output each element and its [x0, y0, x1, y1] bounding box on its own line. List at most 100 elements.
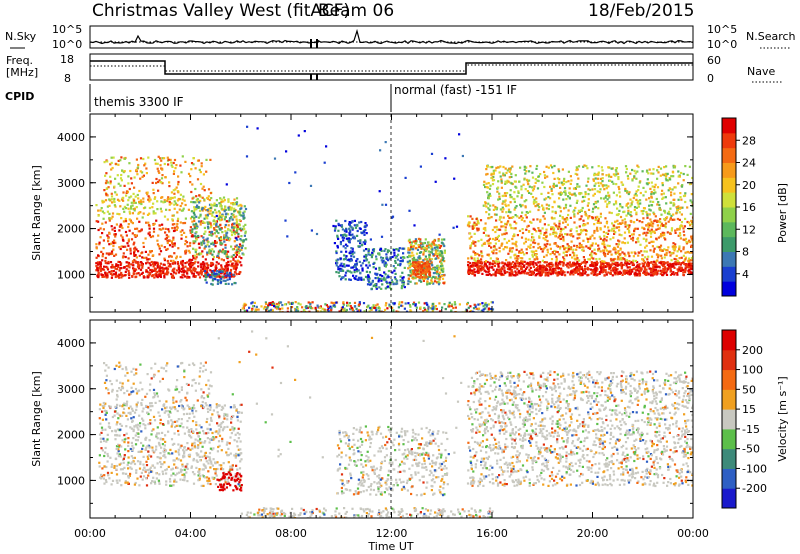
echo-point: [564, 274, 567, 277]
echo-point: [476, 262, 479, 266]
echo-point: [497, 186, 500, 189]
echo-point: [579, 228, 583, 232]
echo-point: [158, 265, 161, 268]
echo-point: [478, 254, 481, 257]
echo-point: [194, 260, 197, 263]
echo-point: [379, 277, 382, 280]
echo-point: [238, 255, 241, 258]
echo-point: [209, 222, 212, 225]
echo-point: [489, 204, 492, 207]
echo-point: [648, 204, 651, 207]
echo-point: [230, 275, 233, 278]
echo-point: [567, 213, 570, 217]
echo-point: [495, 268, 499, 271]
echo-point: [108, 252, 111, 255]
echo-point: [149, 198, 152, 201]
echo-point: [420, 266, 423, 269]
echo-point: [136, 227, 139, 230]
echo-point: [136, 166, 140, 169]
echo-point: [191, 272, 194, 275]
echo-point: [169, 265, 172, 268]
echo-point: [402, 282, 405, 285]
echo-point: [558, 205, 561, 208]
echo-point: [214, 274, 217, 277]
echo-point: [661, 270, 664, 273]
echo-point: [219, 281, 223, 284]
echo-point: [167, 163, 170, 166]
echo-point: [417, 265, 420, 268]
echo-point: [636, 237, 640, 240]
echo-point: [437, 257, 440, 260]
echo-point: [219, 205, 222, 208]
echo-point: [635, 190, 638, 193]
echo-point: [349, 225, 352, 228]
echo-point: [624, 222, 627, 225]
echo-point: [497, 239, 500, 242]
echo-point: [607, 173, 611, 176]
echo-point: [568, 191, 571, 194]
echo-point: [617, 177, 620, 181]
echo-point: [108, 243, 111, 246]
echo-point: [657, 165, 660, 168]
echo-point: [496, 228, 499, 231]
echo-point: [507, 204, 510, 207]
echo-point: [545, 245, 548, 248]
echo-point: [486, 268, 490, 271]
echo-point: [612, 229, 615, 233]
echo-point: [564, 192, 567, 195]
echo-point: [237, 248, 240, 251]
echo-point: [473, 257, 476, 260]
echo-point: [122, 252, 125, 255]
echo-point: [395, 248, 398, 251]
echo-point: [535, 164, 539, 168]
echo-point: [650, 224, 653, 227]
echo-point: [158, 224, 161, 227]
echo-point: [645, 234, 648, 237]
echo-point: [507, 208, 511, 211]
echo-point: [106, 262, 109, 265]
echo-point: [226, 257, 229, 260]
echo-point: [689, 212, 692, 215]
echo-point: [356, 278, 359, 281]
echo-point: [181, 276, 184, 279]
echo-point: [589, 264, 592, 267]
echo-point: [229, 237, 232, 241]
echo-point: [412, 240, 415, 243]
echo-point: [466, 224, 470, 227]
echo-point: [623, 242, 627, 245]
echo-point: [552, 267, 555, 270]
echo-point: [407, 251, 410, 254]
echo-point: [610, 175, 613, 178]
echo-point: [629, 205, 632, 208]
echo-point: [509, 224, 512, 227]
echo-point: [521, 228, 524, 231]
echo-point: [590, 252, 593, 255]
echo-point: [244, 207, 248, 211]
echo-point: [650, 269, 653, 272]
echo-point: [676, 259, 679, 263]
echo-point: [646, 178, 649, 181]
echo-point: [690, 193, 693, 196]
echo-point: [118, 199, 121, 202]
echo-point: [649, 267, 652, 271]
echo-point: [525, 199, 528, 202]
echo-point: [208, 230, 211, 234]
echo-point: [364, 222, 367, 225]
echo-point: [507, 261, 510, 264]
echo-point: [142, 275, 145, 278]
echo-point: [441, 259, 445, 262]
echo-point: [564, 233, 567, 236]
echo-point: [666, 179, 669, 182]
echo-point: [578, 259, 581, 262]
echo-point: [170, 164, 173, 167]
echo-point: [664, 261, 667, 264]
echo-point: [184, 270, 187, 273]
echo-point: [480, 258, 483, 261]
echo-point: [427, 241, 430, 244]
echo-point: [440, 241, 443, 244]
echo-point: [134, 254, 137, 257]
echo-point: [220, 198, 223, 201]
echo-point: [625, 167, 628, 171]
echo-point: [513, 233, 516, 236]
echo-point: [129, 219, 132, 222]
